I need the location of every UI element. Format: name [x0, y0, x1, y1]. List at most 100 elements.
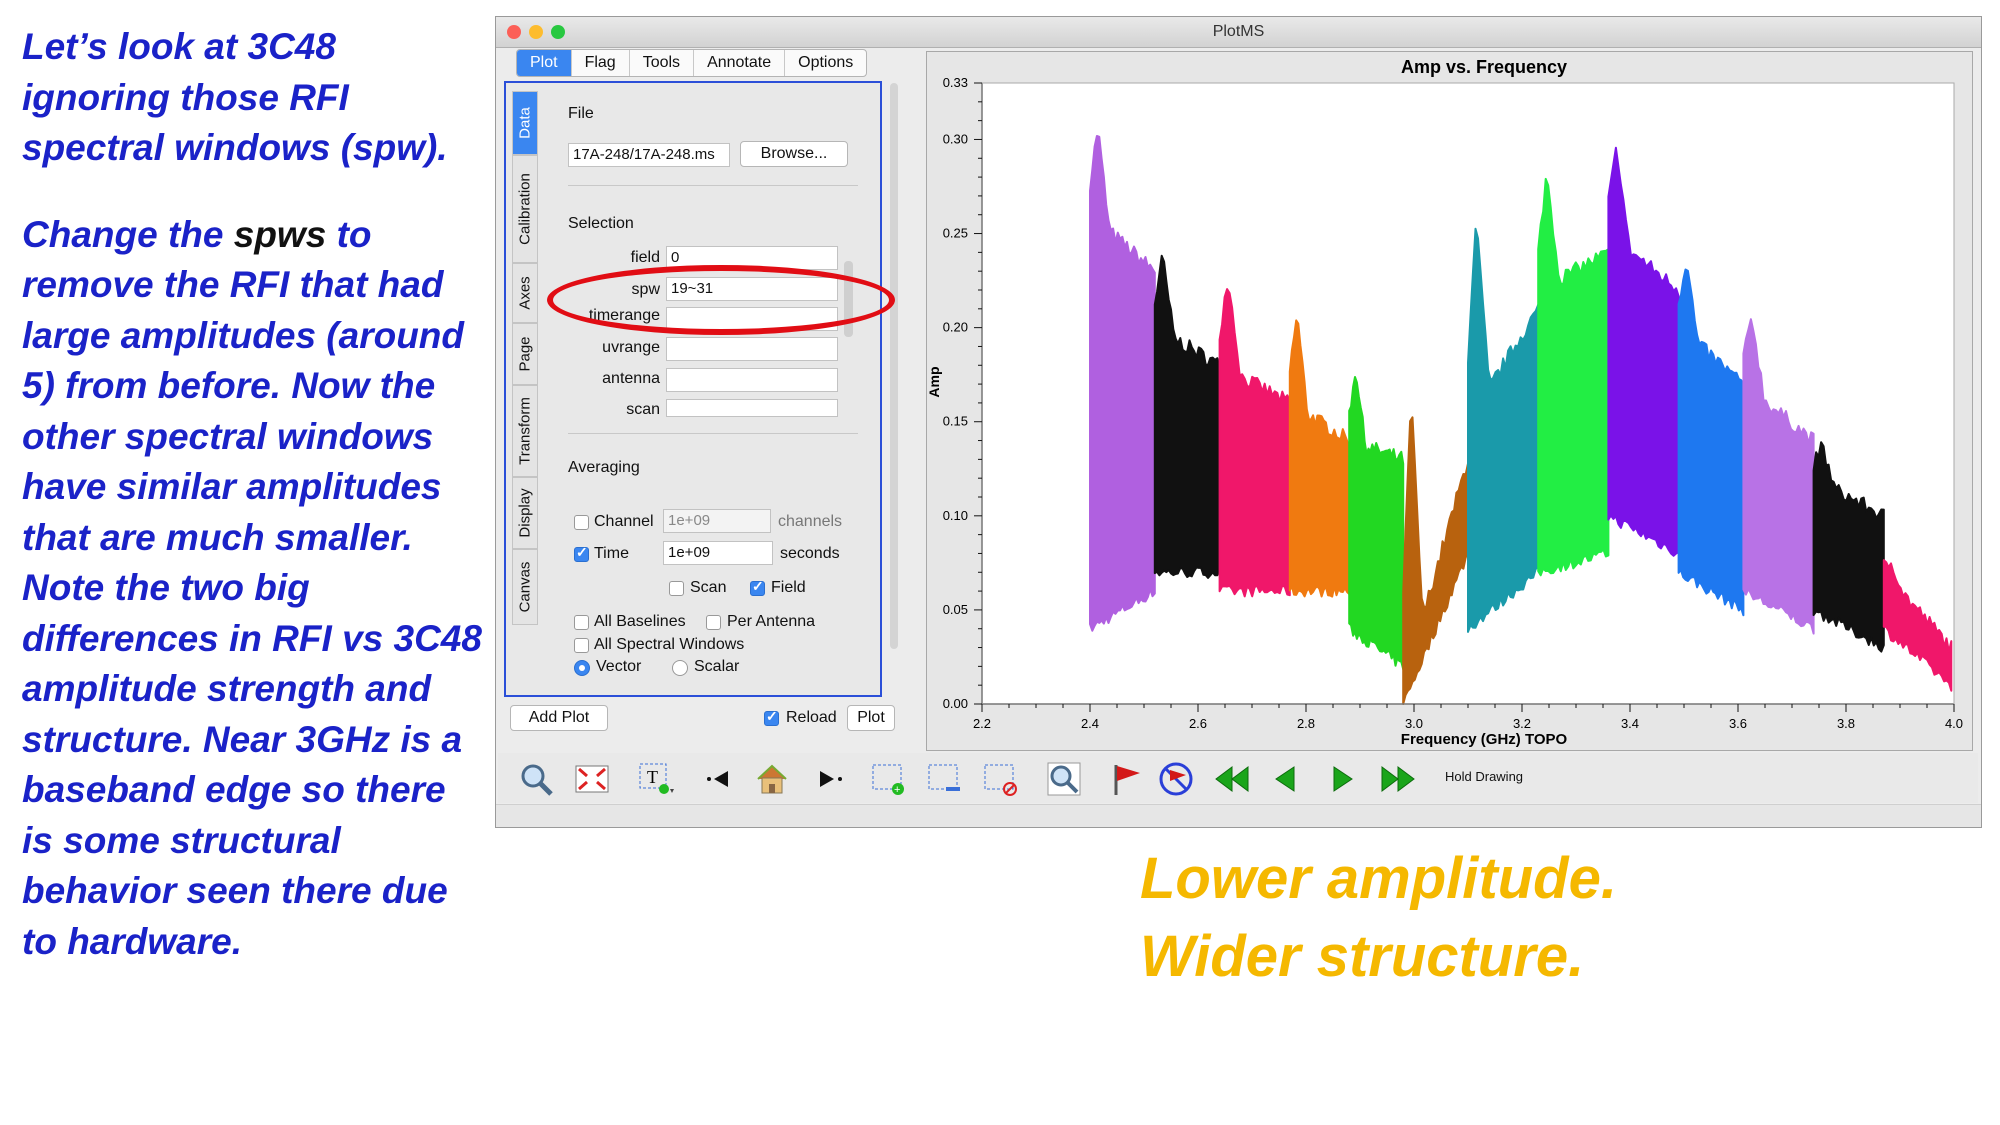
- x-tick-label: 2.2: [973, 716, 991, 731]
- antenna-input[interactable]: [666, 368, 838, 392]
- spw-series-10: [1677, 268, 1745, 617]
- y-tick-label: 0.20: [943, 320, 968, 335]
- y-tick-label: 0.15: [943, 414, 968, 429]
- chart-title: Amp vs. Frequency: [1401, 57, 1567, 77]
- tab-options[interactable]: Options: [798, 54, 854, 71]
- tab-tools[interactable]: Tools: [630, 50, 695, 76]
- x-tick-label: 2.8: [1297, 716, 1315, 731]
- step-forward-icon[interactable]: [810, 761, 846, 797]
- spw-series-1: [1089, 135, 1156, 632]
- scalar-radio[interactable]: [672, 660, 688, 676]
- last-page-icon[interactable]: [1378, 761, 1415, 797]
- tab-flag[interactable]: Flag: [572, 50, 630, 76]
- annotate-text-icon[interactable]: T: [638, 761, 674, 797]
- y-tick-label: 0.05: [943, 602, 968, 617]
- all-baselines-checkbox[interactable]: [574, 615, 589, 630]
- side-tab-transform[interactable]: Transform: [512, 385, 538, 477]
- side-tab-data[interactable]: Data: [512, 91, 538, 155]
- side-tab-canvas-label: Canvas: [516, 561, 534, 613]
- slide-paragraph-details: Change the spws to remove the RFI that h…: [22, 210, 482, 968]
- time-label: Time: [594, 545, 629, 562]
- channel-unit: channels: [778, 513, 843, 530]
- spw-series-13: [1882, 559, 1953, 692]
- side-tab-display[interactable]: Display: [512, 477, 538, 549]
- first-page-icon[interactable]: [1212, 761, 1249, 797]
- reload-checkbox[interactable]: [764, 708, 779, 726]
- step-back-icon[interactable]: [704, 761, 740, 797]
- averaging-heading: Averaging: [568, 459, 640, 476]
- plot-button[interactable]: Plot: [847, 705, 895, 731]
- file-path-field[interactable]: 17A-248/17A-248.ms: [568, 143, 730, 167]
- flag-icon[interactable]: [1108, 761, 1144, 797]
- side-tab-page-label: Page: [516, 336, 534, 372]
- slide-text-part-c: to remove the RFI that had large amplitu…: [22, 213, 482, 962]
- x-tick-label: 2.6: [1189, 716, 1207, 731]
- add-plot-button[interactable]: Add Plot: [510, 705, 608, 731]
- close-window-button[interactable]: [507, 25, 521, 39]
- fit-view-icon[interactable]: [574, 761, 610, 797]
- field-avg-label: Field: [771, 579, 806, 596]
- window-title: PlotMS: [1212, 23, 1265, 40]
- tab-annotate[interactable]: Annotate: [694, 50, 786, 76]
- zoom-window-button[interactable]: [551, 25, 565, 39]
- x-tick-label: 4.0: [1945, 716, 1963, 731]
- next-page-icon[interactable]: [1324, 761, 1360, 797]
- slide-text-spws: spws: [233, 213, 327, 255]
- side-tab-data-label: Data: [516, 107, 534, 139]
- tab-plot[interactable]: Plot: [517, 50, 572, 76]
- all-spw-checkbox[interactable]: [574, 638, 589, 653]
- side-tab-axes[interactable]: Axes: [512, 263, 538, 323]
- home-icon[interactable]: [754, 761, 790, 797]
- file-heading: File: [568, 105, 594, 122]
- y-tick-label: 0.33: [943, 75, 968, 90]
- field-label: field: [630, 249, 660, 266]
- channel-label: Channel: [594, 513, 654, 530]
- x-tick-label: 2.4: [1081, 716, 1099, 731]
- antenna-label: antenna: [602, 370, 660, 387]
- highlight-ellipse: [547, 265, 895, 335]
- scan-checkbox[interactable]: [669, 581, 684, 596]
- spw-series-3: [1218, 288, 1291, 598]
- slide-text-part-a: Change the: [22, 213, 234, 255]
- channel-checkbox[interactable]: [574, 515, 589, 530]
- scan-input[interactable]: [666, 399, 838, 417]
- unflag-icon[interactable]: [1158, 761, 1194, 797]
- time-unit: seconds: [780, 545, 840, 562]
- browse-button[interactable]: Browse...: [740, 141, 848, 167]
- svg-text:+: +: [894, 784, 900, 796]
- field-checkbox[interactable]: [750, 578, 765, 596]
- time-input[interactable]: 1e+09: [663, 541, 773, 565]
- per-antenna-label: Per Antenna: [727, 613, 816, 630]
- selection-heading: Selection: [568, 215, 634, 232]
- amp-vs-frequency-plot: 2.2 2.4 2.6 2.8 3.0 3.2 3.4 3.6 3.8 4.0 0.00 0.05 0.…: [927, 57, 1963, 748]
- vector-label: Vector: [596, 658, 642, 675]
- panel-scrollbar[interactable]: [890, 83, 898, 649]
- y-tick-label: 0.00: [943, 696, 968, 711]
- minimize-window-button[interactable]: [529, 25, 543, 39]
- scan-label: scan: [626, 401, 660, 418]
- previous-page-icon[interactable]: [1268, 761, 1304, 797]
- all-baselines-label: All Baselines: [594, 613, 686, 630]
- add-region-icon[interactable]: +: [870, 761, 906, 797]
- clear-regions-icon[interactable]: [982, 761, 1018, 797]
- locate-icon[interactable]: [1046, 761, 1082, 797]
- zoom-icon[interactable]: [518, 761, 554, 797]
- time-checkbox[interactable]: [574, 544, 589, 562]
- side-tab-page[interactable]: Page: [512, 323, 538, 385]
- y-tick-label: 0.25: [943, 226, 968, 241]
- plot-marks: 2.2 2.4 2.6 2.8 3.0 3.2 3.4 3.6 3.8 4.0 0.00 0.05 0.…: [943, 75, 1963, 731]
- remove-region-icon[interactable]: [926, 761, 962, 797]
- vector-radio[interactable]: [574, 660, 590, 676]
- chart-xlabel: Frequency (GHz) TOPO: [1401, 731, 1568, 748]
- spw-series-8: [1537, 177, 1610, 577]
- side-tab-calibration[interactable]: Calibration: [512, 155, 538, 263]
- spw-series-12: [1812, 441, 1885, 653]
- per-antenna-checkbox[interactable]: [706, 615, 721, 630]
- window-titlebar: PlotMS: [496, 17, 1981, 48]
- x-tick-label: 3.4: [1621, 716, 1639, 731]
- channel-input[interactable]: 1e+09: [663, 509, 771, 533]
- slide-callout: Lower amplitude. Wider structure.: [1140, 840, 1617, 996]
- uvrange-input[interactable]: [666, 337, 838, 361]
- side-tab-canvas[interactable]: Canvas: [512, 549, 538, 625]
- plot-canvas[interactable]: 2.2 2.4 2.6 2.8 3.0 3.2 3.4 3.6 3.8 4.0 0.00 0.05 0.…: [926, 51, 1973, 751]
